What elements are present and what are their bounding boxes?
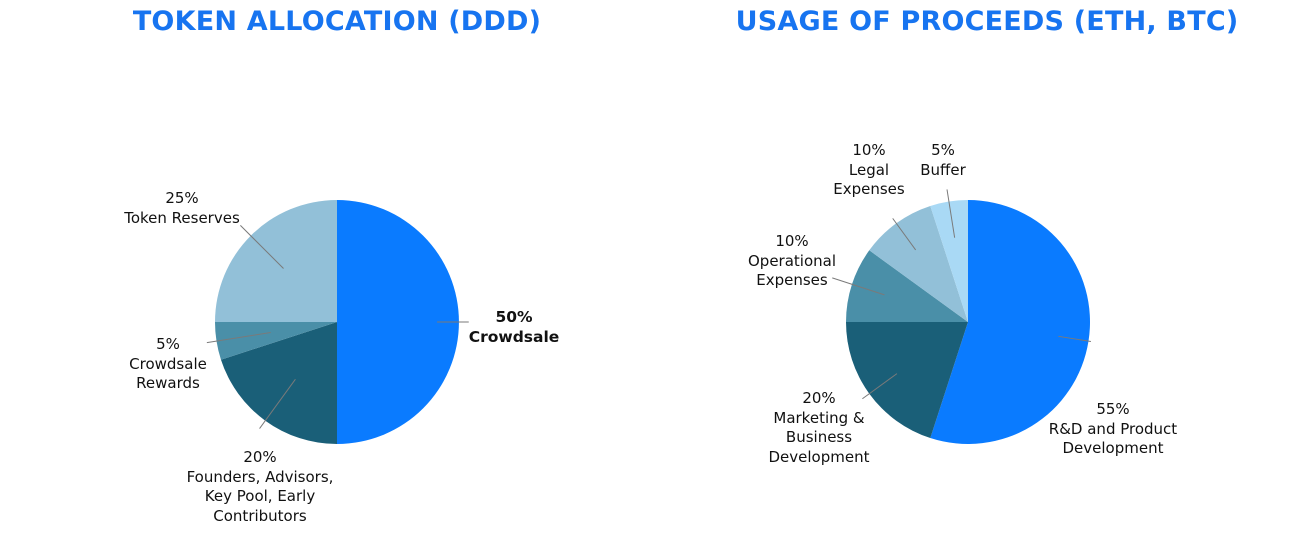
slice-name-line: Development xyxy=(768,447,870,466)
slice-percent: 5% xyxy=(931,141,955,159)
pie-slice-buffer xyxy=(930,200,968,322)
pie-slice-operational-expenses xyxy=(846,250,968,322)
slice-name-line: Legal xyxy=(848,160,890,179)
slice-name-line: Business xyxy=(785,428,853,446)
slice-name-line: Operational xyxy=(747,251,837,270)
pie-slice-crowdsale xyxy=(337,200,459,444)
leader-line-buffer xyxy=(946,189,956,238)
token-allocation-pie xyxy=(206,200,469,444)
slice-name-line: Expenses xyxy=(833,180,905,198)
token-allocation-panel: TOKEN ALLOCATION (DDD) 50% Crowdsale 20% Fo… xyxy=(124,6,560,526)
slice-label-founders-advisors-key-pool-early-contributors: 20% Founders, Advisors, Key Pool, Early Con… xyxy=(187,448,334,526)
usage-of-proceeds-panel: USAGE OF PROCEEDS (ETH, BTC) 55% R&D and … xyxy=(650,0,1300,535)
slice-name-line: Contributors xyxy=(213,506,307,525)
pie-slice-r-d-and-product-development xyxy=(930,200,1090,444)
slice-label-marketing-business-development: 20% Marketing & Business Development xyxy=(769,389,870,467)
slice-label-buffer: 5% Buffer xyxy=(920,141,966,180)
slice-percent: 50% xyxy=(495,308,533,326)
slice-name-line: Expenses xyxy=(756,271,828,289)
slice-percent: 55% xyxy=(1096,400,1130,418)
slice-name-line: Founders, Advisors, xyxy=(186,467,334,486)
slice-name-line: Marketing & xyxy=(773,408,865,427)
leader-line-token-reserves xyxy=(240,225,284,269)
slice-name-line: Buffer xyxy=(920,160,966,179)
leader-line-founders-advisors-key-pool-early-contributors xyxy=(259,378,296,429)
slice-label-crowdsale: 50% Crowdsale xyxy=(469,308,560,347)
slice-label-r-d-and-product-development: 55% R&D and Product Development xyxy=(1049,400,1177,459)
slice-name-line: R&D and Product xyxy=(1048,419,1178,438)
slice-label-legal-expenses: 10% Legal Expenses xyxy=(833,141,904,200)
slice-name-line: Rewards xyxy=(136,374,200,392)
slice-name-line: Crowdsale xyxy=(468,327,560,346)
leader-line-legal-expenses xyxy=(892,218,917,251)
leader-line-crowdsale-rewards xyxy=(206,332,271,344)
slice-percent: 10% xyxy=(852,141,886,159)
pie-slice-founders-advisors-key-pool-early-contributors xyxy=(220,322,337,444)
slice-percent: 25% xyxy=(165,189,199,207)
slice-name-line: Development xyxy=(1062,439,1164,457)
chart-title: TOKEN ALLOCATION (DDD) xyxy=(132,6,542,37)
slice-name-line: Crowdsale xyxy=(129,354,207,373)
slice-percent: 20% xyxy=(243,448,277,466)
leader-line-operational-expenses xyxy=(832,277,885,296)
slice-label-crowdsale-rewards: 5% Crowdsale Rewards xyxy=(129,335,207,394)
pie-slice-marketing-business-development xyxy=(846,322,968,439)
slice-percent: 20% xyxy=(802,389,836,407)
slice-label-operational-expenses: 10% Operational Expenses xyxy=(748,232,836,291)
pie-slice-legal-expenses xyxy=(869,205,968,322)
leader-line-marketing-business-development xyxy=(862,373,898,400)
usage-of-proceeds-pie xyxy=(832,189,1091,444)
slice-name-line: Key Pool, Early xyxy=(204,487,316,505)
chart-title: USAGE OF PROCEEDS (ETH, BTC) xyxy=(735,6,1239,37)
slice-label-token-reserves: 25% Token Reserves xyxy=(124,189,240,228)
slice-percent: 10% xyxy=(775,232,809,250)
pie-slice-crowdsale-rewards xyxy=(215,322,337,360)
slice-name-line: Token Reserves xyxy=(124,208,240,227)
slice-percent: 5% xyxy=(156,335,180,353)
leader-line-r-d-and-product-development xyxy=(1058,335,1091,342)
